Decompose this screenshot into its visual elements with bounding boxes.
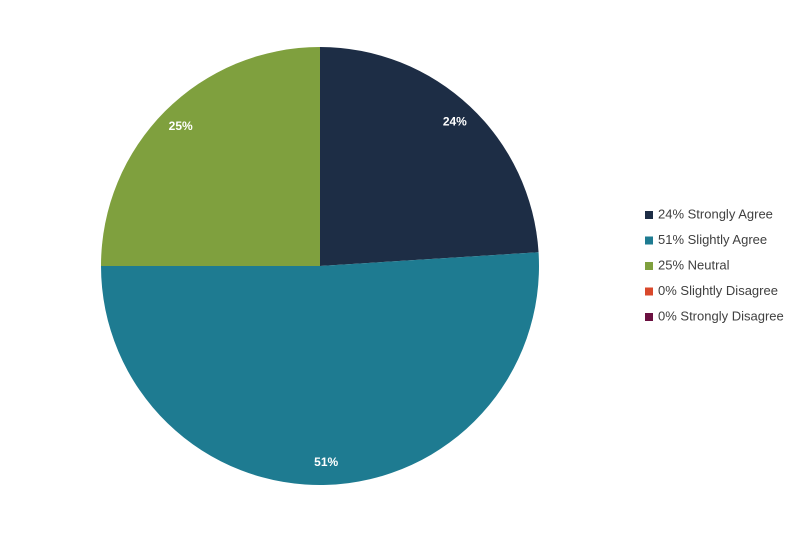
- legend-label: 25% Neutral: [658, 257, 730, 272]
- legend-swatch: [645, 287, 653, 296]
- pie-slice: [101, 47, 320, 266]
- legend-label: 51% Slightly Agree: [658, 232, 767, 247]
- data-label: 24%: [443, 115, 467, 129]
- pie-slice: [320, 47, 539, 266]
- legend-swatch: [645, 236, 653, 245]
- legend-label: 0% Strongly Disagree: [658, 308, 784, 323]
- legend-swatch: [645, 313, 653, 321]
- pie-slice: [100, 252, 540, 485]
- data-label: 51%: [314, 455, 338, 469]
- legend-label: 24% Strongly Agree: [658, 206, 773, 221]
- data-label: 25%: [169, 119, 193, 133]
- legend-swatch: [645, 262, 653, 270]
- legend-label: 0% Slightly Disagree: [658, 283, 778, 298]
- legend-swatch: [645, 211, 653, 219]
